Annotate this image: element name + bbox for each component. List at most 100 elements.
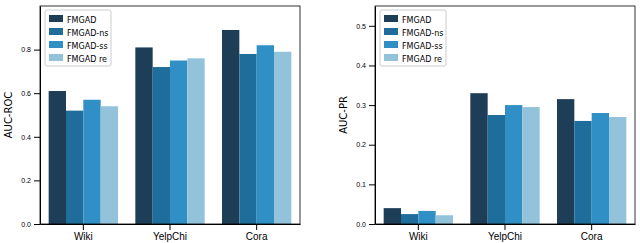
bar bbox=[101, 106, 118, 224]
legend-label: FMGAD-ns bbox=[402, 29, 443, 38]
tick-label: Cora bbox=[581, 231, 603, 242]
y-tick: 0.1 bbox=[356, 181, 375, 188]
tick-mark bbox=[505, 224, 506, 230]
y-tick: 0.2 bbox=[21, 177, 40, 184]
legend-label: FMGAD-ss bbox=[67, 42, 108, 51]
bar bbox=[384, 208, 401, 224]
y-axis-title: AUC-ROC bbox=[3, 92, 14, 139]
y-tick: 0.8 bbox=[21, 46, 40, 53]
bar bbox=[418, 211, 435, 224]
tick-mark bbox=[369, 145, 375, 146]
tick-label: Wiki bbox=[74, 231, 93, 242]
legend-swatch bbox=[384, 54, 398, 61]
legend-label: FMGAD bbox=[402, 16, 431, 25]
bar bbox=[609, 117, 626, 224]
tick-mark bbox=[34, 180, 40, 181]
bar bbox=[401, 214, 418, 224]
tick-label: 0.1 bbox=[356, 181, 366, 188]
legend-label: FMGAD-ss bbox=[402, 42, 443, 51]
tick-label: 0.8 bbox=[21, 46, 31, 53]
bar bbox=[505, 105, 522, 224]
tick-mark bbox=[34, 50, 40, 51]
bar bbox=[557, 99, 574, 224]
legend-label: FMGAD bbox=[67, 16, 96, 25]
legend-swatch bbox=[384, 15, 398, 22]
y-axis-title: AUC-PR bbox=[338, 96, 349, 134]
legend-swatch bbox=[49, 28, 63, 35]
tick-label: 0.5 bbox=[356, 23, 366, 30]
bar bbox=[592, 113, 609, 224]
bar bbox=[222, 30, 239, 224]
bar bbox=[187, 58, 204, 224]
legend-label: FMGAD re bbox=[67, 55, 107, 64]
tick-mark bbox=[34, 93, 40, 94]
x-axis: Wiki YelpChi Cora bbox=[41, 224, 301, 242]
legend: FMGAD FMGAD-ns FMGAD-ss FMGAD re bbox=[45, 10, 111, 66]
bar bbox=[257, 45, 274, 224]
x-tick: Cora bbox=[581, 224, 603, 242]
legend-swatch bbox=[49, 15, 63, 22]
tick-mark bbox=[369, 224, 375, 225]
bar bbox=[66, 111, 83, 224]
legend: FMGAD FMGAD-ns FMGAD-ss FMGAD re bbox=[380, 10, 446, 66]
tick-label: 0.2 bbox=[356, 141, 366, 148]
bar bbox=[153, 67, 170, 224]
tick-label: YelpChi bbox=[153, 231, 187, 242]
tick-label: 0.4 bbox=[356, 62, 366, 69]
tick-mark bbox=[170, 224, 171, 230]
x-tick: Cora bbox=[246, 224, 268, 242]
x-axis: WikiYelpChiCora bbox=[376, 224, 636, 242]
y-tick: 0.4 bbox=[356, 62, 375, 69]
panel: 0.0 0.1 0.2 0.3 0.4 0.5 WikiYelpChiCora AUC-PR F… bbox=[338, 6, 636, 242]
y-tick: 0.0 bbox=[21, 221, 40, 228]
legend-swatch bbox=[384, 41, 398, 48]
tick-mark bbox=[418, 224, 419, 230]
bars bbox=[49, 30, 292, 224]
tick-mark bbox=[83, 224, 84, 230]
y-tick: 0.4 bbox=[21, 134, 40, 141]
plot-frame bbox=[40, 6, 300, 224]
figure: 0.0 0.2 0.4 0.6 0.8 Wiki YelpChi Cora AUC-ROC FMG… bbox=[0, 0, 640, 243]
legend-box bbox=[380, 10, 446, 66]
bar bbox=[83, 100, 100, 224]
legend-box bbox=[45, 10, 111, 66]
bar bbox=[488, 115, 505, 224]
tick-mark bbox=[369, 26, 375, 27]
x-tick: Wiki bbox=[74, 224, 93, 242]
panel: 0.0 0.2 0.4 0.6 0.8 Wiki YelpChi Cora AUC-ROC FMG… bbox=[3, 6, 301, 242]
tick-mark bbox=[369, 65, 375, 66]
y-tick: 0.2 bbox=[356, 141, 375, 148]
bar bbox=[574, 121, 591, 224]
tick-mark bbox=[256, 224, 257, 230]
tick-label: 0.4 bbox=[21, 134, 31, 141]
legend-label: FMGAD re bbox=[402, 55, 442, 64]
y-axis: 0.0 0.2 0.4 0.6 0.8 bbox=[21, 7, 40, 228]
y-tick: 0.5 bbox=[356, 23, 375, 30]
tick-label: Cora bbox=[246, 231, 268, 242]
bar bbox=[49, 91, 66, 224]
legend-swatch bbox=[49, 54, 63, 61]
bar bbox=[522, 107, 539, 224]
tick-mark bbox=[34, 137, 40, 138]
tick-label: 0.2 bbox=[21, 177, 31, 184]
y-tick: 0.0 bbox=[356, 221, 375, 228]
plot-frame bbox=[375, 6, 635, 224]
bar bbox=[239, 54, 256, 224]
tick-label: 0.0 bbox=[21, 221, 31, 228]
tick-label: 0.3 bbox=[356, 102, 366, 109]
tick-mark bbox=[369, 105, 375, 106]
bar bbox=[436, 215, 453, 224]
legend-swatch bbox=[384, 28, 398, 35]
legend-label: FMGAD-ns bbox=[67, 29, 108, 38]
x-tick: YelpChi bbox=[153, 224, 187, 242]
bars bbox=[384, 93, 627, 224]
y-tick: 0.6 bbox=[21, 90, 40, 97]
tick-label: 0.0 bbox=[356, 221, 366, 228]
tick-mark bbox=[34, 224, 40, 225]
bar bbox=[274, 52, 291, 224]
bar bbox=[135, 47, 152, 224]
tick-mark bbox=[591, 224, 592, 230]
tick-mark bbox=[369, 184, 375, 185]
bar bbox=[470, 93, 487, 224]
tick-label: 0.6 bbox=[21, 90, 31, 97]
